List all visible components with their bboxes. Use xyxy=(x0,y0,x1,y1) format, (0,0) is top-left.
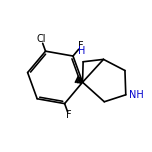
Text: F: F xyxy=(66,110,72,120)
Text: NH: NH xyxy=(129,90,144,100)
Text: F: F xyxy=(78,41,84,51)
Text: Cl: Cl xyxy=(36,34,46,44)
Text: H: H xyxy=(78,46,85,56)
